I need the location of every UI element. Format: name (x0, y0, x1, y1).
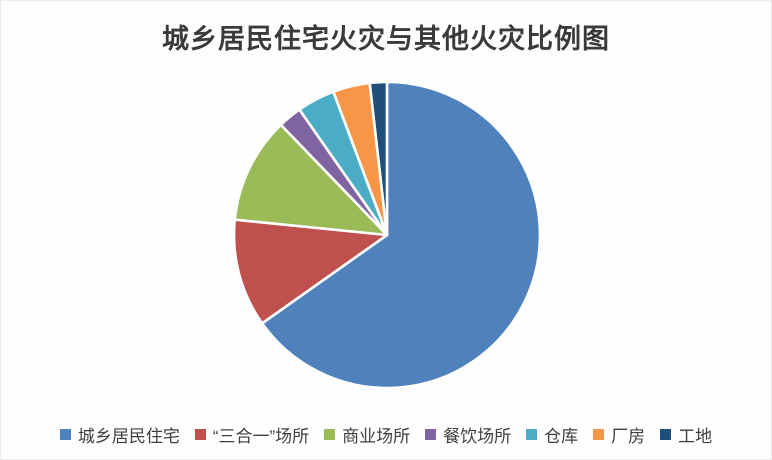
pie-slice-3 (233, 123, 389, 237)
legend-swatch-icon (425, 429, 437, 440)
pie-slice-7 (368, 80, 389, 237)
legend-label: 商业场所 (342, 427, 411, 446)
legend-item-4: 餐饮场所 (425, 422, 511, 447)
legend-swatch-icon (194, 429, 206, 440)
legend-label: 厂房 (611, 427, 646, 446)
legend-swatch-icon (593, 429, 605, 440)
chart-title: 城乡居民住宅火灾与其他火灾比例图 (162, 24, 610, 55)
legend-item-1: 城乡居民住宅 (59, 422, 180, 447)
legend-item-7: 工地 (660, 422, 712, 447)
legend-item-6: 厂房 (593, 422, 645, 447)
pie-slice-2 (232, 218, 389, 325)
legend-swatch-icon (526, 429, 538, 440)
legend-swatch-icon (324, 429, 336, 440)
legend: 城乡居民住宅 “三合一”场所 商业场所 餐饮场所 仓库 厂房 工地 (1, 422, 771, 447)
legend-label: 仓库 (544, 427, 579, 446)
pie-slice-1 (260, 80, 542, 390)
legend-item-3: 商业场所 (324, 422, 410, 447)
legend-label: “三合一”场所 (212, 427, 310, 446)
legend-item-5: 仓库 (526, 422, 578, 447)
legend-item-2: “三合一”场所 (194, 422, 310, 447)
legend-label: 餐饮场所 (443, 427, 512, 446)
legend-swatch-icon (59, 429, 71, 440)
legend-label: 工地 (678, 427, 713, 446)
legend-label: 城乡居民住宅 (77, 427, 180, 446)
legend-swatch-icon (660, 429, 672, 440)
